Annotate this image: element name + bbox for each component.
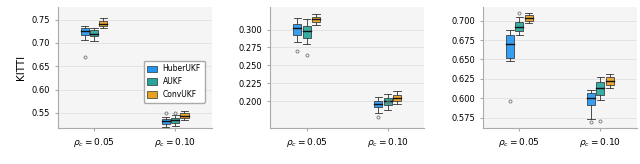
- Bar: [171, 118, 179, 123]
- Bar: [312, 17, 320, 22]
- Bar: [162, 119, 170, 124]
- Bar: [374, 101, 383, 107]
- Y-axis label: KITTI: KITTI: [16, 55, 26, 80]
- Bar: [293, 24, 301, 35]
- Bar: [384, 98, 392, 105]
- Bar: [99, 21, 108, 26]
- Bar: [515, 22, 524, 31]
- Bar: [81, 28, 89, 35]
- Bar: [506, 35, 514, 58]
- Bar: [596, 82, 604, 95]
- Bar: [393, 95, 401, 101]
- Bar: [303, 26, 310, 38]
- Bar: [180, 113, 189, 118]
- Bar: [587, 93, 595, 105]
- Bar: [525, 15, 532, 20]
- Bar: [90, 30, 98, 36]
- Legend: HuberUKF, AUKF, ConvUKF: HuberUKF, AUKF, ConvUKF: [143, 61, 205, 103]
- Bar: [605, 77, 614, 85]
